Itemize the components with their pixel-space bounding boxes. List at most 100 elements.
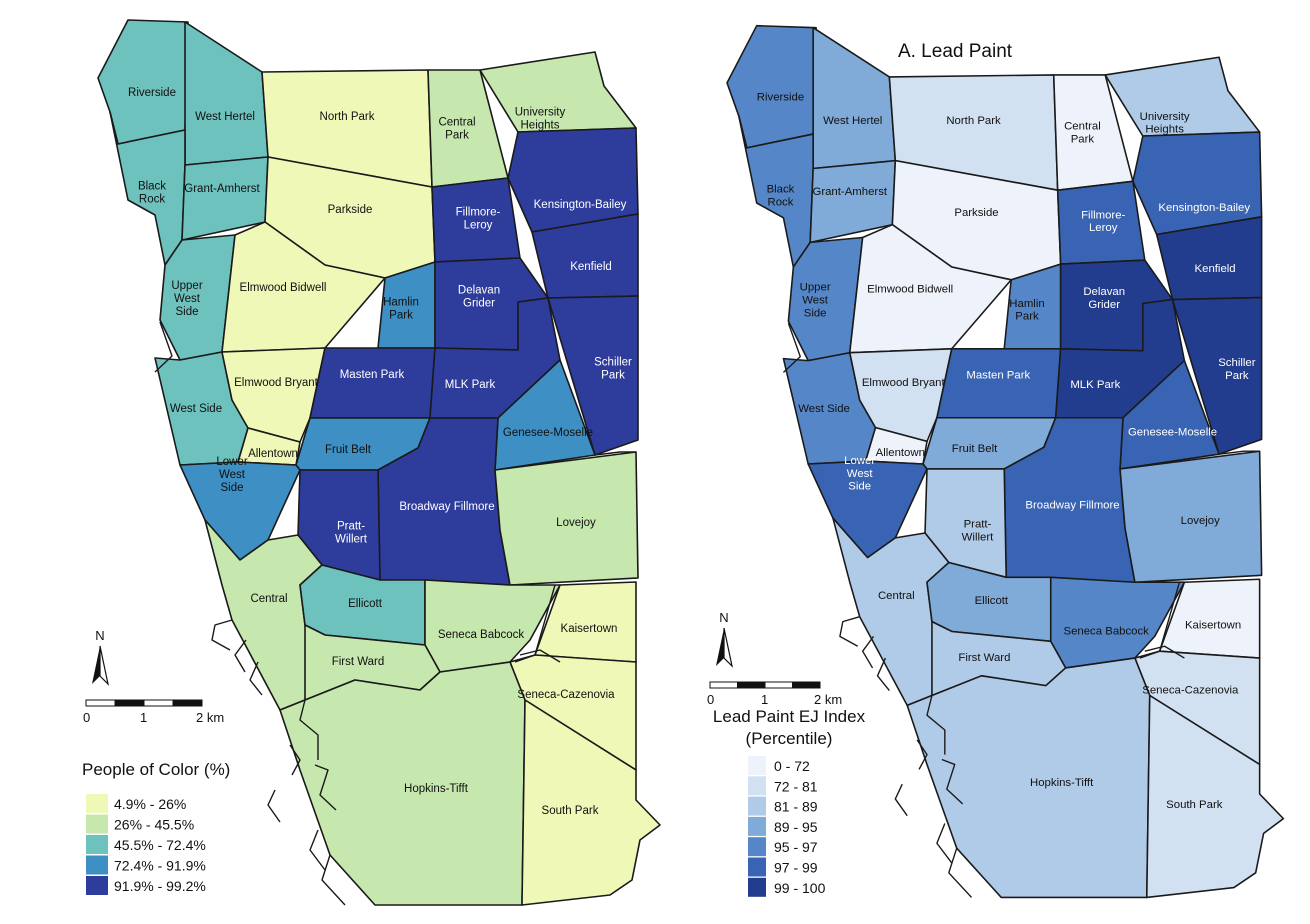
neighborhood-lovejoy (1119, 450, 1263, 584)
label-black-rock: Black Rock (767, 184, 795, 209)
label-central: Central (878, 590, 915, 602)
label-first-ward: First Ward (332, 656, 385, 668)
map-title: A. Lead Paint (898, 41, 1013, 62)
label-elmwood-bidwell: Elmwood Bidwell (240, 282, 327, 294)
label-kaisertown: Kaisertown (561, 623, 618, 635)
street-line (1139, 582, 1181, 659)
pier-line (894, 783, 908, 817)
legend-swatch (748, 857, 766, 877)
label-kensington-bailey: Kensington-Bailey (534, 199, 627, 211)
legend-swatch (748, 877, 766, 897)
legend-label: 97 - 99 (774, 860, 818, 876)
label-west-hertel: West Hertel (823, 115, 882, 127)
legend-label: 26% - 45.5% (114, 817, 194, 833)
legend-swatch (86, 835, 108, 854)
legend-swatch (86, 855, 108, 875)
pier-line (314, 764, 337, 811)
legend-label: 72 - 81 (774, 778, 818, 794)
legend-label: 91.9% - 99.2% (114, 878, 206, 894)
pier-line (916, 739, 928, 770)
pier-line (267, 789, 281, 823)
label-central: Central (250, 593, 287, 605)
legend-label: 89 - 95 (774, 819, 818, 835)
neighborhood-south-park (1145, 694, 1285, 899)
label-pratt-willert: Pratt-Willert (962, 519, 994, 544)
street-line (782, 322, 801, 373)
legend-swatch (748, 756, 766, 775)
street-line (519, 649, 561, 663)
label-elmwood-bryant: Elmwood Bryant (862, 377, 946, 389)
neighborhood-university-heights (479, 51, 637, 133)
pier-line (941, 758, 964, 805)
label-masten-park: Masten Park (966, 369, 1030, 381)
pier-line (289, 744, 301, 776)
legend-label: 45.5% - 72.4% (114, 837, 206, 853)
label-west-side: West Side (798, 403, 850, 415)
pier-line (876, 657, 890, 692)
right-scale-north: N 0 1 2 km (707, 610, 842, 707)
scale-segment (143, 699, 174, 707)
label-broadway-fillmore: Broadway Fillmore (399, 501, 494, 513)
scale-segment (792, 681, 821, 689)
neighborhood-schiller-park (1171, 296, 1263, 455)
label-west-side: West Side (170, 403, 222, 415)
label-kenfield: Kenfield (1195, 263, 1236, 275)
label-west-hertel: West Hertel (195, 111, 255, 123)
neighborhood-hopkins-tifft (279, 661, 526, 906)
label-hamlin-park: Hamlin Park (383, 297, 419, 322)
scale-segment (709, 681, 738, 689)
street-line (321, 854, 346, 906)
scale-segment (737, 681, 766, 689)
scale-label-1: 1 (761, 692, 768, 707)
north-arrow-outline (723, 627, 734, 668)
street-line (1144, 645, 1185, 659)
label-fruit-belt: Fruit Belt (325, 444, 372, 456)
legend-label: 81 - 89 (774, 799, 818, 815)
scale-segment (85, 699, 116, 707)
label-central-park: Central Park (438, 117, 475, 142)
scale-label-1: 1 (140, 710, 147, 725)
legend-title-line-2: (Percentile) (746, 729, 833, 748)
label-seneca-babcock: Seneca Babcock (438, 629, 525, 641)
label-fillmore-leroy: Fillmore-Leroy (1081, 209, 1125, 234)
legend-swatch (86, 794, 108, 813)
label-first-ward: First Ward (958, 652, 1010, 664)
pier-line (249, 661, 263, 696)
label-hopkins-tifft: Hopkins-Tifft (1030, 777, 1094, 789)
legend-label: 72.4% - 91.9% (114, 858, 206, 874)
neighborhood-kensington-bailey (1132, 131, 1263, 236)
legend-title-line-1: Lead Paint EJ Index (713, 707, 866, 726)
label-allentown: Allentown (876, 447, 925, 459)
legend-swatch (86, 876, 108, 895)
street-line (1218, 450, 1260, 455)
label-schiller-park: Schiller Park (1218, 357, 1256, 382)
legend-label: 99 - 100 (774, 880, 826, 896)
label-genesee-moselle: Genesee-Moselle (1128, 426, 1217, 438)
north-arrow-icon (716, 628, 724, 666)
label-south-park: South Park (542, 805, 599, 817)
label-allentown: Allentown (248, 448, 298, 460)
neighborhood-lovejoy (494, 451, 639, 586)
neighborhood-university-heights (1104, 56, 1261, 137)
label-seneca-cazenovia: Seneca-Cazenovia (1142, 685, 1239, 697)
label-grant-amherst: Grant-Amherst (812, 186, 887, 198)
street-line (154, 321, 173, 373)
pier-line (861, 635, 875, 669)
label-lower-west-side: Lower West Side (216, 456, 247, 494)
scale-label-2: 2 km (814, 692, 842, 707)
legend-swatch (86, 814, 108, 834)
legend-label: 4.9% - 26% (114, 796, 186, 812)
legend-swatch (748, 837, 766, 857)
legend-title: People of Color (%) (82, 760, 230, 779)
label-seneca-cazenovia: Seneca-Cazenovia (517, 689, 615, 701)
label-lower-west-side: Lower West Side (844, 455, 875, 493)
pier-line (211, 619, 233, 651)
neighborhood-west-hertel (812, 26, 897, 170)
neighborhood-riverside (97, 19, 189, 145)
label-black-rock: Black Rock (138, 181, 166, 206)
label-parkside: Parkside (328, 204, 373, 216)
label-schiller-park: Schiller Park (594, 357, 632, 382)
right-legend: Lead Paint EJ Index (Percentile) 0 - 72 72 … (713, 707, 866, 897)
